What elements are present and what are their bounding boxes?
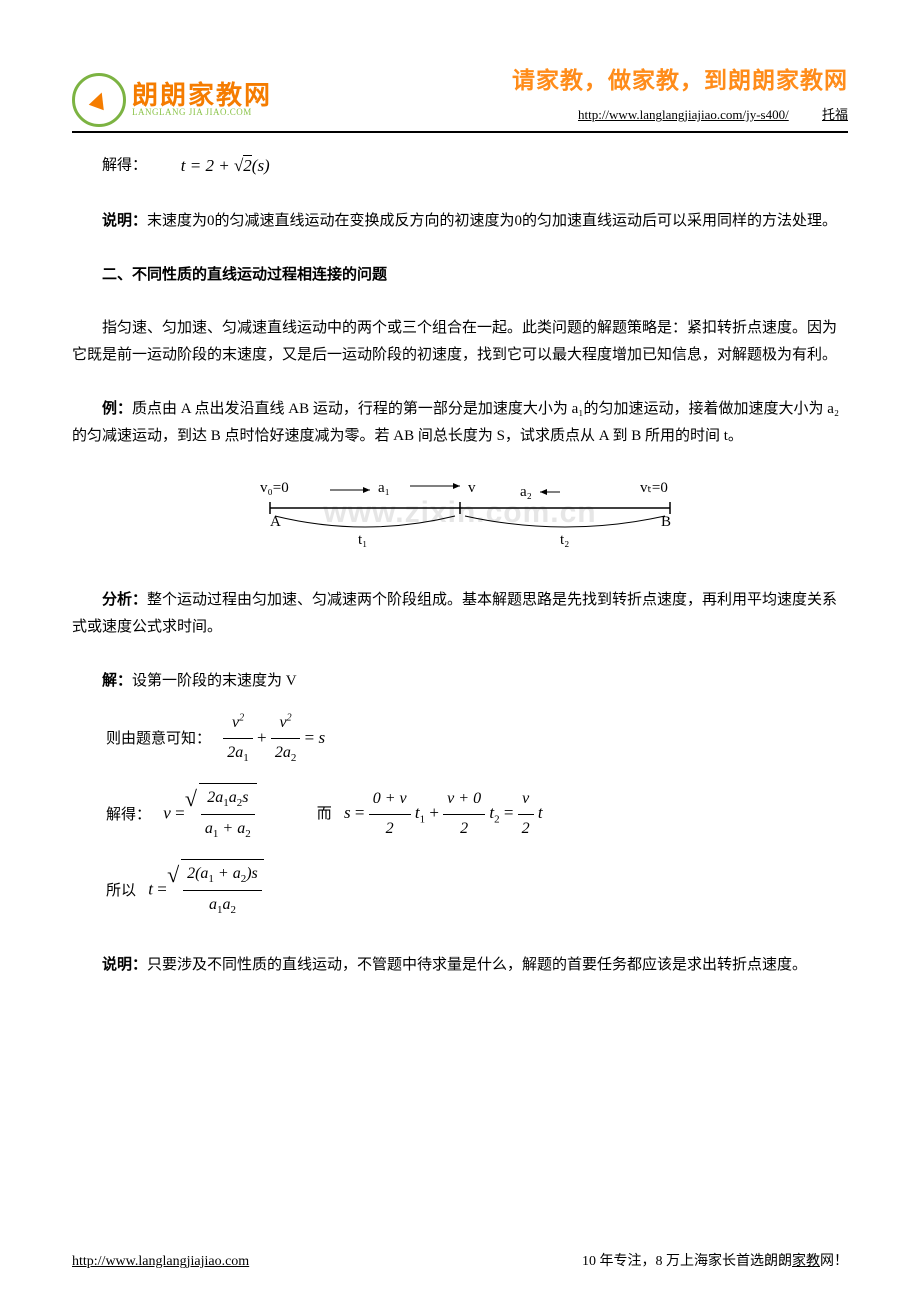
label-explain2: 说明： [102,956,147,973]
eq2-mid: 而 [317,806,332,822]
explanation-1: 说明：末速度为0的匀减速直线运动在变换成反方向的初速度为0的匀加速直线运动后可以… [72,207,848,235]
diag-v: v [468,480,476,496]
solve-paragraph: 解：设第一阶段的末速度为 V [72,667,848,695]
diag-vt: vₜ=0 [640,480,668,496]
logo-text-cn: 朗朗家教网 [132,82,272,108]
eq1-label: 则由题意可知： [106,731,211,747]
logo-text-en: LANGLANG JIA JIAO.COM [132,108,272,117]
label-solve: 解得： [102,158,147,174]
diag-a2: a₂ [520,484,532,500]
solve-result-1: 解得： t = 2 + √2(s) [72,151,848,182]
explanation-2: 说明：只要涉及不同性质的直线运动，不管题中待求量是什么，解题的首要任务都应该是求… [72,951,848,979]
analysis-paragraph: 分析：整个运动过程由匀加速、匀减速两个阶段组成。基本解题思路是先找到转折点速度，… [72,586,848,641]
example-text: 质点由 A 点出发沿直线 AB 运动，行程的第一部分是加速度大小为 a₁的匀加速… [72,401,839,444]
header-tag[interactable]: 托福 [822,107,848,122]
explain1-text: 末速度为0的匀减速直线运动在变换成反方向的初速度为0的匀加速直线运动后可以采用同… [147,213,837,229]
solve-text: 设第一阶段的末速度为 V [132,673,297,689]
example-paragraph: 例：质点由 A 点出发沿直线 AB 运动，行程的第一部分是加速度大小为 a₁的匀… [72,395,848,450]
label-explain: 说明： [102,212,147,229]
document-body: 解得： t = 2 + √2(s) 说明：末速度为0的匀减速直线运动在变换成反方… [72,151,848,979]
analysis-text: 整个运动过程由匀加速、匀减速两个阶段组成。基本解题思路是先找到转折点速度，再利用… [72,592,837,635]
label-analysis: 分析： [102,591,147,608]
header-sublink: http://www.langlangjiajiao.com/jy-s400/ … [512,103,848,126]
eq2-label: 解得： [106,807,151,823]
page-footer: http://www.langlangjiajiao.com 10 年专注，8 … [72,1249,848,1274]
motion-diagram: www.zixin.com.cn v₀=0 a₁ v a₂ vₜ=0 [72,478,848,558]
label-example: 例： [102,400,132,417]
footer-url[interactable]: http://www.langlangjiajiao.com [72,1249,249,1274]
section-2-p1: 指匀速、匀加速、匀减速直线运动中的两个或三个组合在一起。此类问题的解题策略是：紧… [72,315,848,369]
label-solve2: 解： [102,672,132,689]
equation-3: 所以 t = 2(a1 + a2)sa1a2 [106,859,848,921]
diag-v0: v₀=0 [260,480,289,496]
diag-t2: t₂ [560,532,569,548]
section-2-title: 二、不同性质的直线运动过程相连接的问题 [72,261,848,289]
logo-mark-icon [72,73,126,127]
footer-link[interactable]: 家教 [792,1254,820,1269]
equation-2: 解得： v = 2a1a2sa1 + a2 而 s = 0 + v2 t1 + … [106,783,848,845]
equation-1: 则由题意可知： v22a1 + v22a2 = s [106,709,848,769]
formula-t-result: t = 2 + √2(s) [151,151,270,182]
diag-a1: a₁ [378,480,390,496]
explain2-text: 只要涉及不同性质的直线运动，不管题中待求量是什么，解题的首要任务都应该是求出转折… [147,957,807,973]
header-url-link[interactable]: http://www.langlangjiajiao.com/jy-s400/ [578,107,789,122]
section-2-title-text: 二、不同性质的直线运动过程相连接的问题 [102,266,387,283]
diag-t1: t₁ [358,532,367,548]
footer-text: 10 年专注，8 万上海家长首选朗朗家教网！ [582,1249,848,1274]
diagram-svg: v₀=0 a₁ v a₂ vₜ=0 [230,478,690,548]
logo: 朗朗家教网 LANGLANG JIA JIAO.COM [72,73,272,127]
eq3-label: 所以 [106,883,136,899]
header-slogan: 请家教，做家教，到朗朗家教网 [512,60,848,101]
page-header: 朗朗家教网 LANGLANG JIA JIAO.COM 请家教，做家教，到朗朗家… [72,60,848,133]
